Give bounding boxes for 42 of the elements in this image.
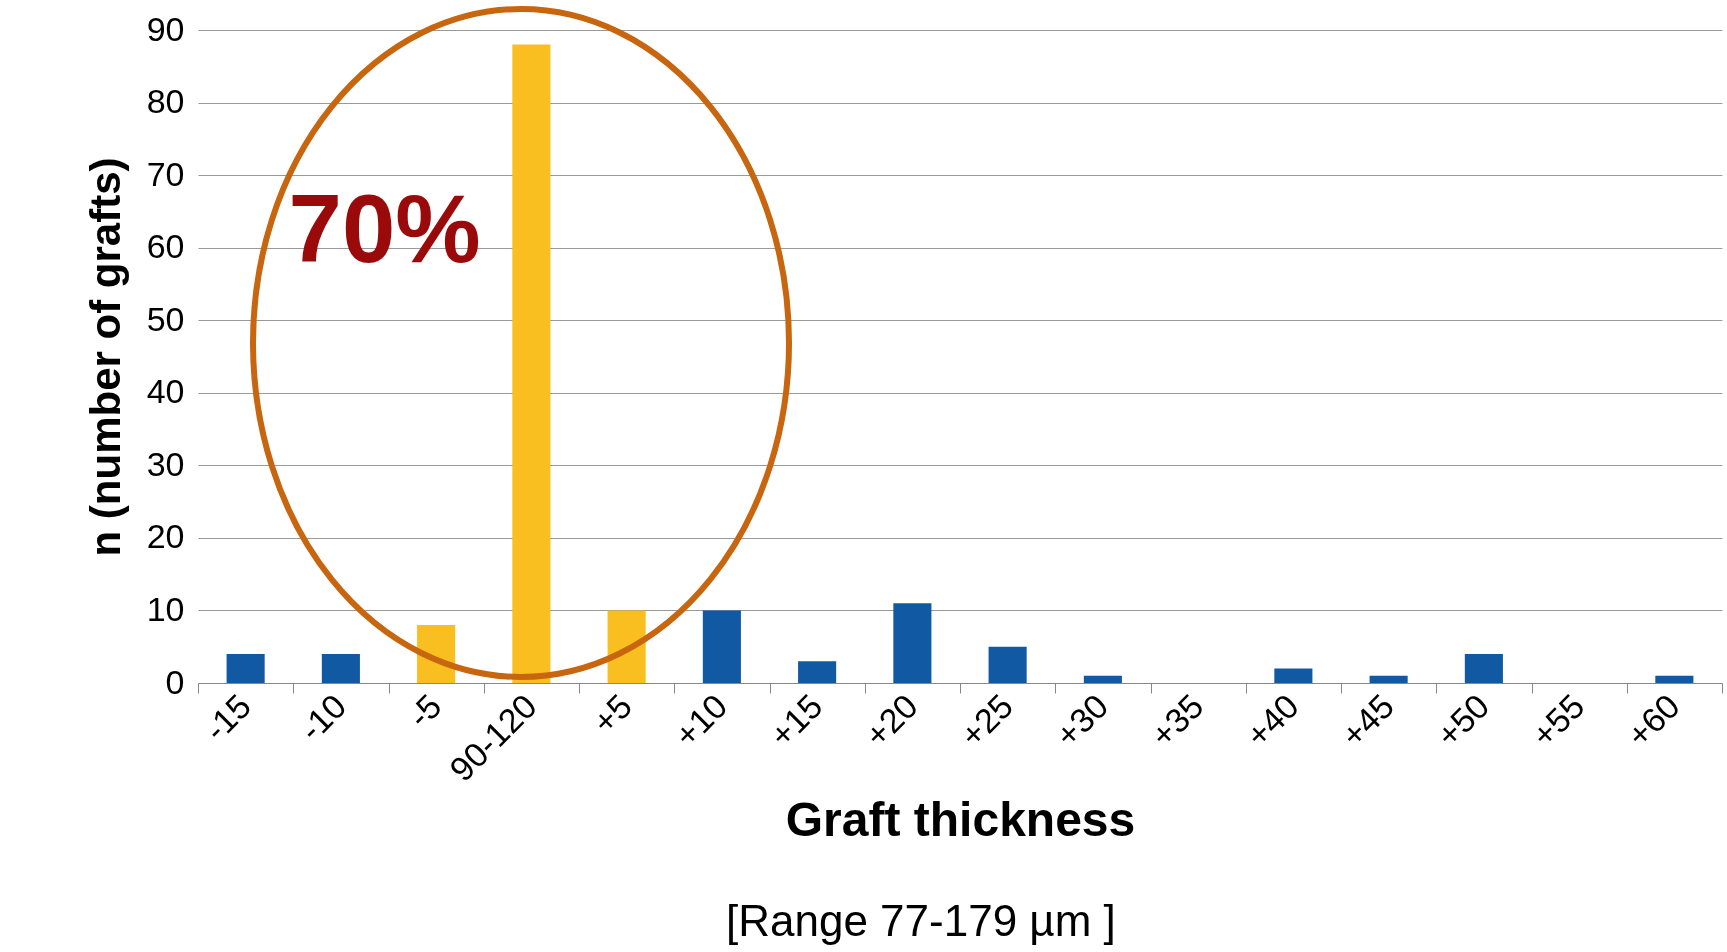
x-tick-label: +50 [1428, 686, 1497, 755]
x-axis-title: Graft thickness [785, 793, 1136, 847]
x-tick-label: +25 [952, 686, 1021, 755]
bar [321, 653, 360, 683]
bar [226, 653, 265, 683]
x-tick-label: +5 [584, 686, 640, 741]
text: [Range 77-179 µm ] [726, 896, 1116, 946]
y-tick-label: 80 [146, 82, 185, 121]
bar [1464, 653, 1503, 683]
x-tick-label: +15 [761, 686, 830, 755]
y-tick-label: 70 [146, 154, 185, 193]
y-tick-label: 60 [146, 227, 185, 266]
x-tick-label: -10 [291, 686, 354, 749]
y-tick-label: 40 [146, 372, 185, 411]
x-tick-label: +35 [1142, 686, 1211, 755]
y-tick-label: 10 [146, 589, 185, 628]
bar [702, 610, 741, 683]
y-axis-title: n (number of grafts) [81, 157, 129, 557]
y-tick-label: 30 [146, 444, 185, 483]
y-tick-label: 90 [146, 9, 185, 48]
x-tick-label: +30 [1047, 686, 1116, 755]
bar [512, 44, 551, 683]
x-tick-label: -5 [400, 686, 449, 735]
x-tick-label: +60 [1619, 686, 1687, 755]
annotation: 70% [288, 173, 481, 284]
bar [1369, 675, 1408, 683]
bar [1274, 668, 1313, 683]
bar [893, 603, 932, 683]
bar [1083, 675, 1122, 683]
y-tick-label: 20 [146, 517, 185, 556]
x-tick-label: +55 [1523, 686, 1592, 755]
x-tick-label: +40 [1238, 686, 1306, 755]
x-tick-label: +10 [666, 686, 735, 755]
bar [988, 646, 1027, 683]
bar [798, 661, 837, 683]
bar [1655, 675, 1694, 683]
bar [607, 610, 646, 683]
y-tick-label: 0 [165, 662, 185, 701]
x-tick-label: -15 [196, 686, 259, 749]
y-tick-label: 50 [146, 299, 185, 338]
x-tick-label: +20 [857, 686, 925, 755]
x-tick-label: +45 [1333, 686, 1402, 755]
